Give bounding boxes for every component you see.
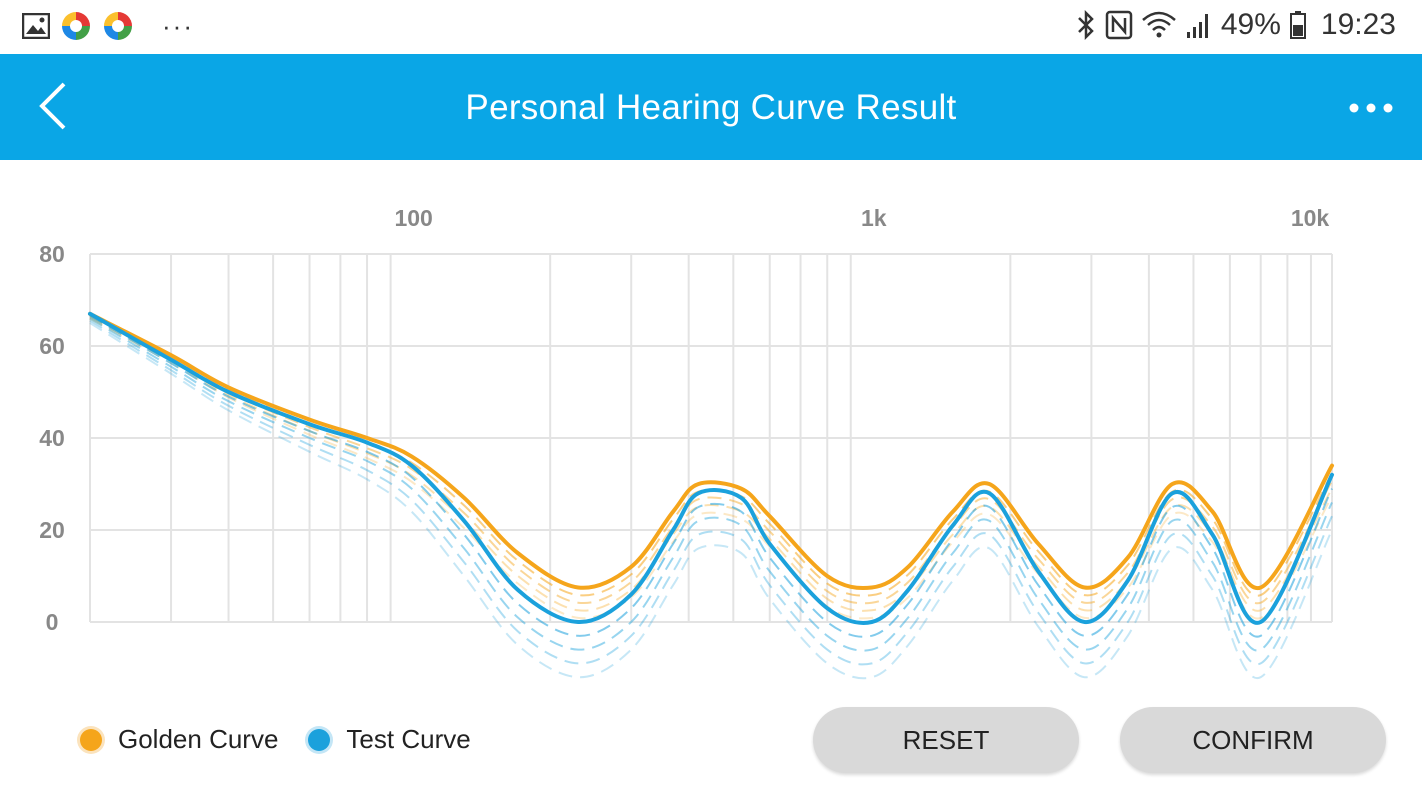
status-bar: ··· 49% 19:23 bbox=[0, 0, 1422, 54]
confirm-button[interactable]: CONFIRM bbox=[1120, 707, 1386, 773]
history-curve-dashed bbox=[89, 318, 1333, 620]
history-curve-dashed bbox=[89, 314, 1333, 597]
history-curve-dashed bbox=[89, 317, 1333, 652]
bluetooth-icon bbox=[1077, 10, 1094, 40]
nfc-icon bbox=[1105, 10, 1133, 40]
battery-icon bbox=[1289, 11, 1306, 39]
y-tick-label: 80 bbox=[39, 241, 65, 267]
more-options-button[interactable] bbox=[1346, 88, 1396, 128]
history-curves bbox=[89, 314, 1333, 680]
x-tick-label: 100 bbox=[394, 205, 432, 231]
y-tick-label: 0 bbox=[46, 609, 59, 635]
more-dots-icon bbox=[1349, 103, 1393, 113]
chevron-left-icon bbox=[39, 82, 66, 130]
legend-item-test: Test Curve bbox=[308, 724, 471, 755]
hearing-curve-chart[interactable]: 100 1k 10k 0 20 40 60 80 bbox=[0, 160, 1422, 700]
chart-grid bbox=[89, 253, 1333, 623]
reset-button[interactable]: RESET bbox=[813, 707, 1079, 773]
chart-series bbox=[88, 311, 1334, 625]
y-tick-label: 60 bbox=[39, 333, 65, 359]
gallery-icon bbox=[22, 13, 50, 39]
y-tick-label: 20 bbox=[39, 517, 65, 543]
signal-icon bbox=[1186, 14, 1208, 38]
y-tick-label: 40 bbox=[39, 425, 65, 451]
test-curve-line bbox=[88, 311, 1334, 625]
back-button[interactable] bbox=[28, 76, 88, 136]
golden-curve-line bbox=[88, 311, 1334, 591]
legend-item-golden: Golden Curve bbox=[80, 724, 278, 755]
history-curve-dashed bbox=[89, 315, 1333, 605]
clock: 19:23 bbox=[1320, 8, 1396, 41]
history-curve-dashed bbox=[89, 315, 1333, 638]
wifi-icon bbox=[1142, 11, 1176, 38]
app-icon bbox=[62, 12, 90, 40]
legend-label-test: Test Curve bbox=[346, 724, 471, 754]
page-title: Personal Hearing Curve Result bbox=[465, 88, 957, 127]
app-bar: Personal Hearing Curve Result bbox=[0, 54, 1422, 160]
app-icon bbox=[104, 12, 132, 40]
chart-legend: Golden Curve Test Curve bbox=[80, 724, 501, 755]
golden-dot-icon bbox=[80, 728, 102, 751]
x-tick-label: 10k bbox=[1291, 205, 1330, 231]
history-curve-dashed bbox=[89, 319, 1333, 666]
test-dot-icon bbox=[308, 728, 331, 751]
chart-labels: 100 1k 10k 0 20 40 60 80 bbox=[39, 205, 1329, 635]
history-curve-dashed bbox=[89, 316, 1333, 612]
history-curve-dashed bbox=[89, 322, 1333, 680]
legend-label-golden: Golden Curve bbox=[118, 724, 279, 754]
x-tick-label: 1k bbox=[861, 205, 887, 231]
battery-percent: 49% bbox=[1220, 8, 1281, 41]
notification-more: ··· bbox=[162, 10, 194, 41]
